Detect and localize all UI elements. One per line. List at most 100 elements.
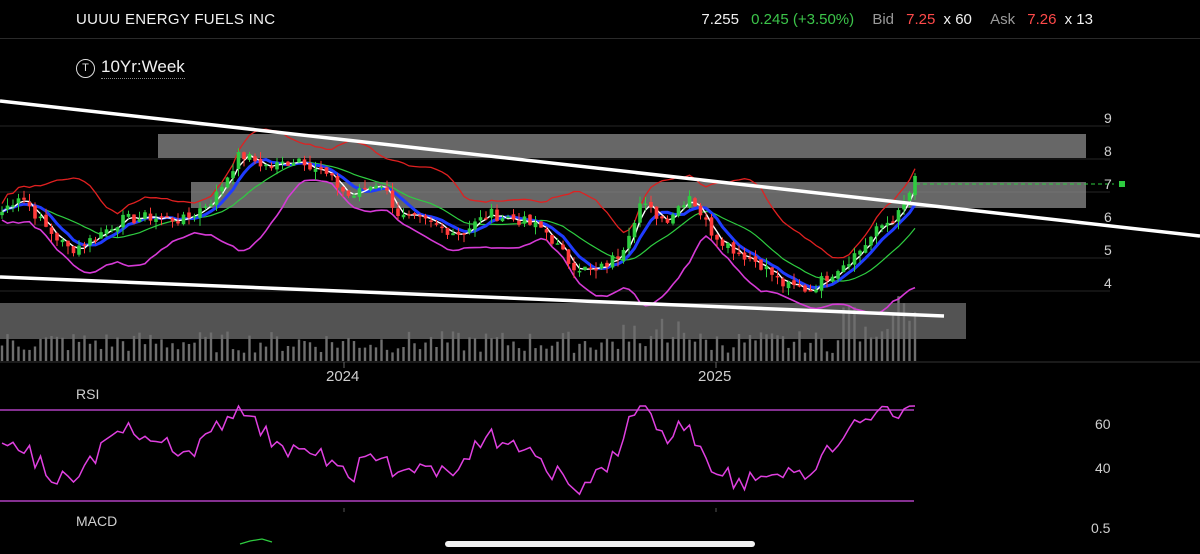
- volume-bar: [407, 331, 411, 361]
- volume-bar: [655, 329, 658, 361]
- volume-bar: [743, 342, 746, 361]
- volume-bar: [853, 306, 856, 361]
- volume-bar: [891, 314, 895, 361]
- candle-body: [775, 275, 780, 278]
- candle-body: [863, 245, 868, 253]
- volume-bar: [413, 343, 416, 361]
- volume-bar: [308, 342, 312, 361]
- volume-bar: [831, 352, 834, 361]
- volume-bar: [402, 347, 405, 361]
- volume-bar: [600, 342, 603, 361]
- candle-body: [478, 217, 483, 221]
- macd-line: [239, 538, 273, 545]
- volume-bar: [253, 352, 257, 361]
- volume-bar: [765, 334, 768, 361]
- volume-bar: [715, 336, 719, 361]
- candle-body: [561, 244, 565, 250]
- volume-bar: [429, 337, 433, 361]
- volume-bar: [374, 347, 378, 361]
- volume-bar: [176, 349, 180, 361]
- volume-bar: [583, 341, 587, 361]
- volume-bar: [209, 332, 213, 361]
- volume-bar: [616, 348, 620, 361]
- home-indicator[interactable]: [445, 541, 755, 547]
- volume-bar: [611, 341, 614, 361]
- candle-body: [891, 221, 895, 223]
- candle-body: [38, 216, 43, 219]
- candle-body: [693, 198, 697, 207]
- candle-body: [764, 266, 769, 270]
- candle-body: [302, 159, 307, 166]
- candle-body: [93, 239, 98, 242]
- candle-body: [137, 218, 142, 223]
- candle-body: [198, 208, 202, 218]
- candle-body: [874, 226, 879, 237]
- volume-bar: [165, 347, 169, 361]
- volume-bar: [748, 334, 752, 361]
- period-label[interactable]: 10Yr:Week: [101, 57, 185, 79]
- volume-bar: [418, 349, 422, 361]
- volume-bar: [649, 336, 653, 361]
- rsi-line: [1, 404, 916, 496]
- candle-body: [445, 227, 450, 235]
- volume-bar: [627, 341, 631, 361]
- quote-strip: 7.255 0.245 (+3.50%) Bid 7.25 x 60 Ask 7…: [693, 11, 1093, 28]
- volume-bar: [11, 340, 15, 361]
- ticker-title[interactable]: UUUU ENERGY FUELS INC: [76, 11, 276, 28]
- candle-body: [528, 214, 532, 225]
- volume-bar: [204, 336, 207, 361]
- volume-bar: [143, 344, 147, 361]
- volume-bar: [682, 332, 686, 361]
- volume-bar: [116, 337, 119, 361]
- candle-body: [467, 228, 472, 233]
- volume-bar: [50, 336, 53, 361]
- volume-bar: [352, 341, 356, 361]
- price-tick: 6: [1104, 209, 1112, 225]
- period-selector[interactable]: T 10Yr:Week: [76, 57, 185, 79]
- volume-bar: [292, 346, 295, 361]
- candle-body: [16, 198, 21, 204]
- macd-label: MACD: [76, 513, 117, 529]
- volume-bar: [297, 339, 301, 361]
- resistance-zone-upper[interactable]: [158, 134, 1086, 158]
- volume-bar: [451, 331, 455, 361]
- candle-body: [797, 284, 802, 287]
- volume-bar: [127, 350, 130, 361]
- volume-bar: [858, 341, 862, 361]
- candle-body: [247, 154, 252, 160]
- volume-bar: [506, 345, 510, 361]
- candle-body: [599, 263, 604, 269]
- candle-body: [66, 240, 70, 247]
- candle-body: [60, 239, 65, 243]
- candle-body: [132, 214, 136, 224]
- volume-bar: [473, 338, 477, 361]
- volume-bar: [671, 336, 675, 361]
- candle-body: [407, 214, 411, 216]
- volume-bar: [803, 352, 807, 361]
- volume-bar: [385, 349, 389, 361]
- volume-bar: [875, 336, 878, 361]
- candle-body: [682, 205, 686, 208]
- candle-body: [836, 271, 840, 279]
- ask-size: x 13: [1064, 11, 1093, 28]
- volume-bar: [303, 341, 306, 361]
- lower-trendline[interactable]: [0, 275, 945, 318]
- candle-body: [605, 262, 609, 267]
- candle-body: [726, 243, 730, 249]
- candle-body: [176, 221, 180, 224]
- candle-body: [357, 188, 362, 197]
- upper-trendline[interactable]: [0, 99, 1200, 238]
- candle-body: [803, 285, 807, 292]
- volume-bar: [495, 337, 499, 361]
- volume-bar: [864, 326, 867, 361]
- volume-bar: [336, 347, 339, 361]
- candle-body: [869, 236, 873, 246]
- rsi-tick: 60: [1095, 416, 1111, 432]
- last-price-marker: [1119, 181, 1125, 187]
- candle-body: [825, 275, 829, 281]
- time-tick: 2024: [326, 368, 359, 385]
- volume-bar: [363, 347, 367, 361]
- candle-body: [902, 203, 906, 210]
- candle-body: [676, 206, 681, 217]
